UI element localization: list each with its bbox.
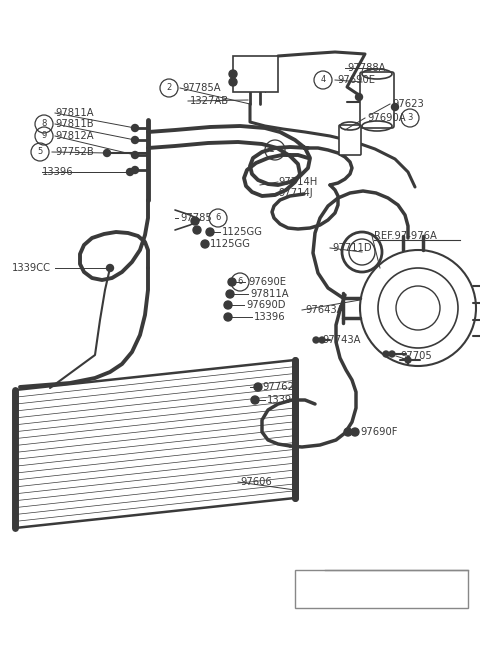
Text: 97812A: 97812A — [55, 131, 94, 141]
Circle shape — [132, 124, 139, 132]
Circle shape — [104, 149, 110, 157]
Circle shape — [351, 428, 359, 436]
Text: THE PNC. 97775A : ①~⑨: THE PNC. 97775A : ①~⑨ — [300, 588, 439, 598]
Circle shape — [254, 383, 262, 391]
Text: 13396: 13396 — [254, 312, 286, 322]
Circle shape — [127, 168, 133, 176]
Text: 1327AB: 1327AB — [190, 96, 229, 106]
FancyBboxPatch shape — [233, 56, 278, 92]
Text: 13396: 13396 — [267, 395, 299, 405]
Text: 97690A: 97690A — [367, 113, 406, 123]
Circle shape — [201, 240, 209, 248]
Text: 9: 9 — [41, 132, 47, 141]
Circle shape — [107, 265, 113, 272]
Text: 97785: 97785 — [180, 213, 212, 223]
Text: 8: 8 — [41, 119, 47, 128]
Circle shape — [226, 290, 234, 298]
Text: 3: 3 — [408, 113, 413, 122]
Circle shape — [224, 313, 232, 321]
Circle shape — [356, 94, 362, 100]
Text: 5: 5 — [37, 147, 43, 157]
Circle shape — [193, 226, 201, 234]
Text: 97752B: 97752B — [55, 147, 94, 157]
Text: 2: 2 — [167, 83, 172, 92]
Circle shape — [344, 428, 352, 436]
Circle shape — [251, 396, 259, 404]
Text: 97690E: 97690E — [248, 277, 286, 287]
Text: 97811A: 97811A — [250, 289, 288, 299]
Text: 6: 6 — [237, 278, 243, 286]
Text: REF.97-976A: REF.97-976A — [374, 231, 437, 241]
FancyBboxPatch shape — [360, 72, 394, 128]
Text: 1339CC: 1339CC — [12, 263, 51, 273]
Circle shape — [313, 337, 319, 343]
Text: 4: 4 — [320, 75, 325, 84]
Circle shape — [132, 166, 139, 174]
Text: 1125GG: 1125GG — [210, 239, 251, 249]
Circle shape — [405, 357, 411, 363]
Circle shape — [132, 151, 139, 159]
Bar — [295, 570, 468, 608]
Text: 97690D: 97690D — [246, 300, 286, 310]
Text: 1125GG: 1125GG — [222, 227, 263, 237]
Text: 13396: 13396 — [42, 167, 73, 177]
Text: 97788A: 97788A — [347, 63, 385, 73]
Text: 97690F: 97690F — [360, 427, 397, 437]
Text: 97762: 97762 — [262, 382, 294, 392]
Text: NOTE: NOTE — [298, 572, 324, 581]
Circle shape — [224, 301, 232, 309]
Text: 1: 1 — [269, 145, 275, 155]
Text: 97714H: 97714H — [278, 177, 317, 187]
Text: 97711D: 97711D — [332, 243, 372, 253]
Circle shape — [229, 70, 237, 78]
Text: 6: 6 — [216, 214, 221, 223]
Text: 97811A: 97811A — [55, 108, 94, 118]
Circle shape — [383, 351, 389, 357]
Text: 97785A: 97785A — [182, 83, 221, 93]
Text: 97714J: 97714J — [278, 188, 312, 198]
Circle shape — [319, 337, 325, 343]
Text: 97811B: 97811B — [55, 119, 94, 129]
Circle shape — [229, 78, 237, 86]
Text: 97606: 97606 — [240, 477, 272, 487]
Circle shape — [228, 278, 236, 286]
Text: 97743A: 97743A — [322, 335, 360, 345]
Text: 97690E: 97690E — [337, 75, 375, 85]
Circle shape — [191, 217, 199, 225]
Circle shape — [132, 136, 139, 143]
Circle shape — [392, 103, 398, 111]
Circle shape — [389, 351, 395, 357]
Text: 97623: 97623 — [392, 99, 424, 109]
Circle shape — [206, 228, 214, 236]
FancyBboxPatch shape — [339, 125, 361, 155]
Text: 97643A: 97643A — [305, 305, 344, 315]
Text: 97705: 97705 — [400, 351, 432, 361]
